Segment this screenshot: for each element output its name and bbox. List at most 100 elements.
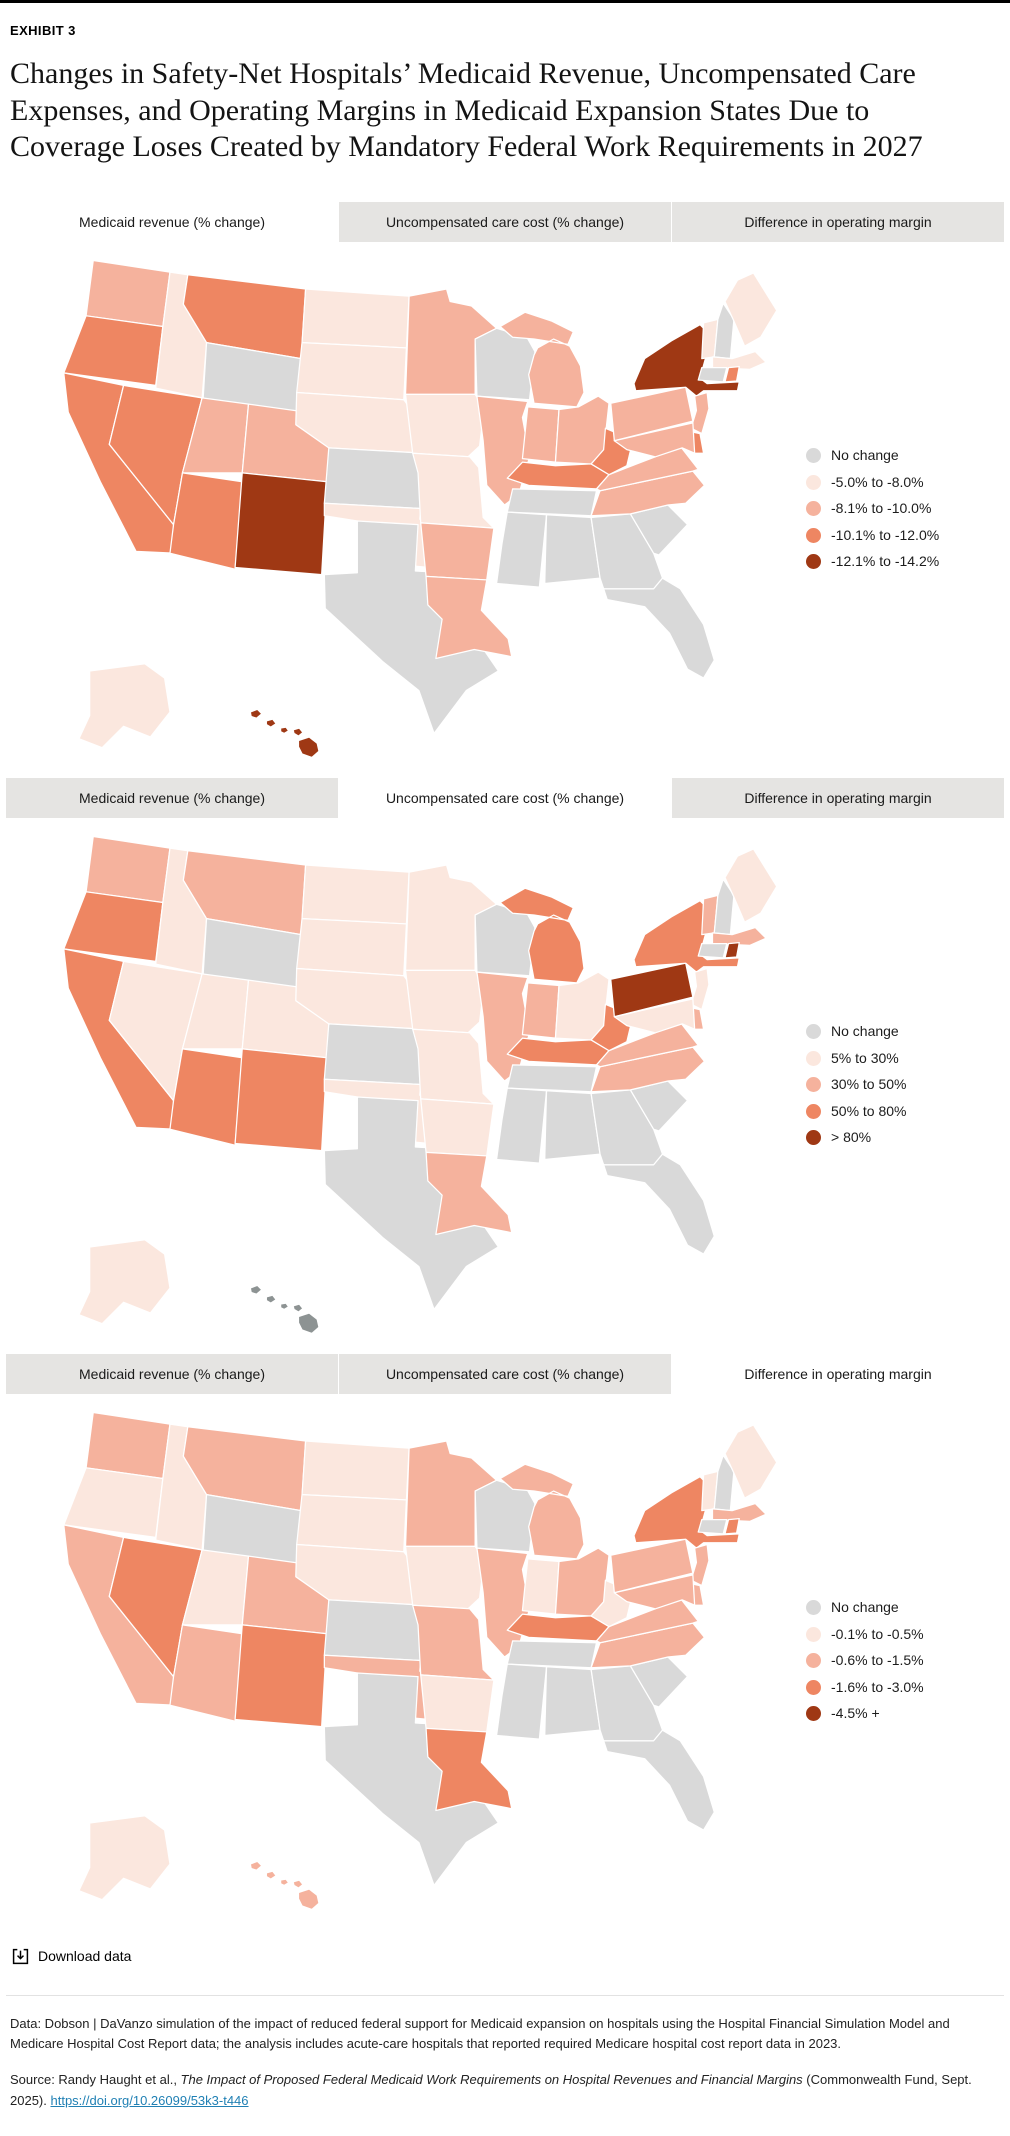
- tab-difference-in-operating-margin[interactable]: Difference in operating margin: [672, 777, 1004, 818]
- state-nm[interactable]: [234, 472, 328, 575]
- state-wa[interactable]: [85, 259, 171, 327]
- state-ia[interactable]: [404, 1545, 485, 1610]
- state-ct[interactable]: [697, 942, 728, 959]
- state-hi[interactable]: [249, 1284, 320, 1334]
- state-me[interactable]: [724, 848, 778, 923]
- state-mi[interactable]: [499, 887, 585, 984]
- state-nh[interactable]: [713, 878, 735, 936]
- download-icon: [12, 1948, 29, 1964]
- state-nc[interactable]: [590, 1046, 706, 1093]
- state-nm[interactable]: [234, 1624, 328, 1727]
- tab-uncompensated-care-cost-change[interactable]: Uncompensated care cost (% change): [339, 201, 672, 242]
- state-ks[interactable]: [323, 447, 425, 509]
- state-md[interactable]: [613, 422, 696, 458]
- state-mo[interactable]: [412, 1604, 495, 1681]
- state-in[interactable]: [521, 1557, 560, 1615]
- state-nm[interactable]: [234, 1048, 328, 1151]
- state-fl[interactable]: [603, 577, 715, 679]
- state-az[interactable]: [169, 1624, 243, 1722]
- state-ct[interactable]: [697, 366, 728, 383]
- state-tn[interactable]: [506, 1640, 598, 1669]
- state-nc[interactable]: [590, 1622, 706, 1669]
- state-wi[interactable]: [474, 327, 536, 401]
- state-md[interactable]: [613, 1574, 696, 1610]
- state-me[interactable]: [724, 1424, 778, 1499]
- state-or[interactable]: [63, 1466, 164, 1538]
- state-or[interactable]: [63, 890, 164, 962]
- tab-uncompensated-care-cost-change[interactable]: Uncompensated care cost (% change): [339, 1353, 672, 1394]
- state-ny[interactable]: [633, 323, 740, 397]
- state-in[interactable]: [521, 981, 560, 1039]
- download-data-button[interactable]: Download data: [10, 1944, 133, 1969]
- state-tn[interactable]: [506, 488, 598, 517]
- state-nj[interactable]: [690, 967, 710, 1011]
- tab-difference-in-operating-margin[interactable]: Difference in operating margin: [672, 1353, 1004, 1394]
- state-mi[interactable]: [499, 1463, 585, 1560]
- state-or[interactable]: [63, 314, 164, 386]
- state-wi[interactable]: [474, 903, 536, 977]
- state-ny[interactable]: [633, 899, 740, 973]
- state-la[interactable]: [425, 575, 513, 659]
- state-nc[interactable]: [590, 470, 706, 517]
- source-doi-link[interactable]: https://doi.org/10.26099/53k3-t446: [50, 2092, 249, 2108]
- state-hi[interactable]: [249, 1860, 320, 1910]
- state-sd[interactable]: [296, 917, 408, 977]
- state-ak[interactable]: [78, 1238, 171, 1325]
- state-sd[interactable]: [296, 341, 408, 401]
- state-wi[interactable]: [474, 1479, 536, 1553]
- state-nj[interactable]: [690, 391, 710, 435]
- state-ia[interactable]: [404, 969, 485, 1034]
- state-ri[interactable]: [724, 1517, 740, 1535]
- state-ks[interactable]: [323, 1599, 425, 1661]
- state-az[interactable]: [169, 472, 243, 570]
- source-suffix: (Commonwealth Fund, Sept. 2025).: [10, 2072, 972, 2108]
- state-ct[interactable]: [697, 1518, 728, 1535]
- state-mi[interactable]: [499, 311, 585, 408]
- state-hi[interactable]: [249, 708, 320, 758]
- state-fl[interactable]: [603, 1153, 715, 1255]
- state-ar[interactable]: [420, 1673, 495, 1733]
- state-wa[interactable]: [85, 1411, 171, 1479]
- state-me[interactable]: [724, 272, 778, 347]
- state-oh[interactable]: [554, 971, 610, 1041]
- state-oh[interactable]: [554, 395, 610, 465]
- state-ms[interactable]: [495, 1663, 548, 1740]
- state-ar[interactable]: [420, 521, 495, 581]
- state-nh[interactable]: [713, 1454, 735, 1512]
- state-tn[interactable]: [506, 1064, 598, 1093]
- state-ks[interactable]: [323, 1023, 425, 1085]
- state-in[interactable]: [521, 405, 560, 463]
- state-ia[interactable]: [404, 393, 485, 458]
- tab-difference-in-operating-margin[interactable]: Difference in operating margin: [672, 201, 1004, 242]
- map-tabbar: Medicaid revenue (% change) Uncompensated…: [6, 201, 1004, 242]
- state-nh[interactable]: [713, 302, 735, 360]
- state-ms[interactable]: [495, 1087, 548, 1164]
- state-nd[interactable]: [301, 1440, 410, 1501]
- state-nd[interactable]: [301, 864, 410, 925]
- state-ms[interactable]: [495, 511, 548, 588]
- state-az[interactable]: [169, 1048, 243, 1146]
- state-ri[interactable]: [724, 941, 740, 959]
- state-oh[interactable]: [554, 1547, 610, 1617]
- state-ak[interactable]: [78, 1814, 171, 1901]
- state-wa[interactable]: [85, 835, 171, 903]
- state-nj[interactable]: [690, 1543, 710, 1587]
- state-ar[interactable]: [420, 1097, 495, 1157]
- state-mo[interactable]: [412, 1028, 495, 1105]
- state-ak[interactable]: [78, 662, 171, 749]
- state-la[interactable]: [425, 1727, 513, 1811]
- state-sd[interactable]: [296, 1493, 408, 1553]
- state-md[interactable]: [613, 998, 696, 1034]
- state-la[interactable]: [425, 1151, 513, 1235]
- state-mo[interactable]: [412, 452, 495, 529]
- legend-label: -0.1% to -0.5%: [831, 1625, 924, 1642]
- tab-medicaid-revenue-change[interactable]: Medicaid revenue (% change): [6, 777, 339, 818]
- state-fl[interactable]: [603, 1729, 715, 1831]
- tab-uncompensated-care-cost-change[interactable]: Uncompensated care cost (% change): [339, 777, 672, 818]
- tab-medicaid-revenue-change[interactable]: Medicaid revenue (% change): [6, 1353, 339, 1394]
- legend-swatch: [806, 527, 821, 543]
- tab-medicaid-revenue-change[interactable]: Medicaid revenue (% change): [6, 201, 339, 242]
- state-ri[interactable]: [724, 365, 740, 383]
- state-nd[interactable]: [301, 288, 410, 349]
- state-ny[interactable]: [633, 1475, 740, 1549]
